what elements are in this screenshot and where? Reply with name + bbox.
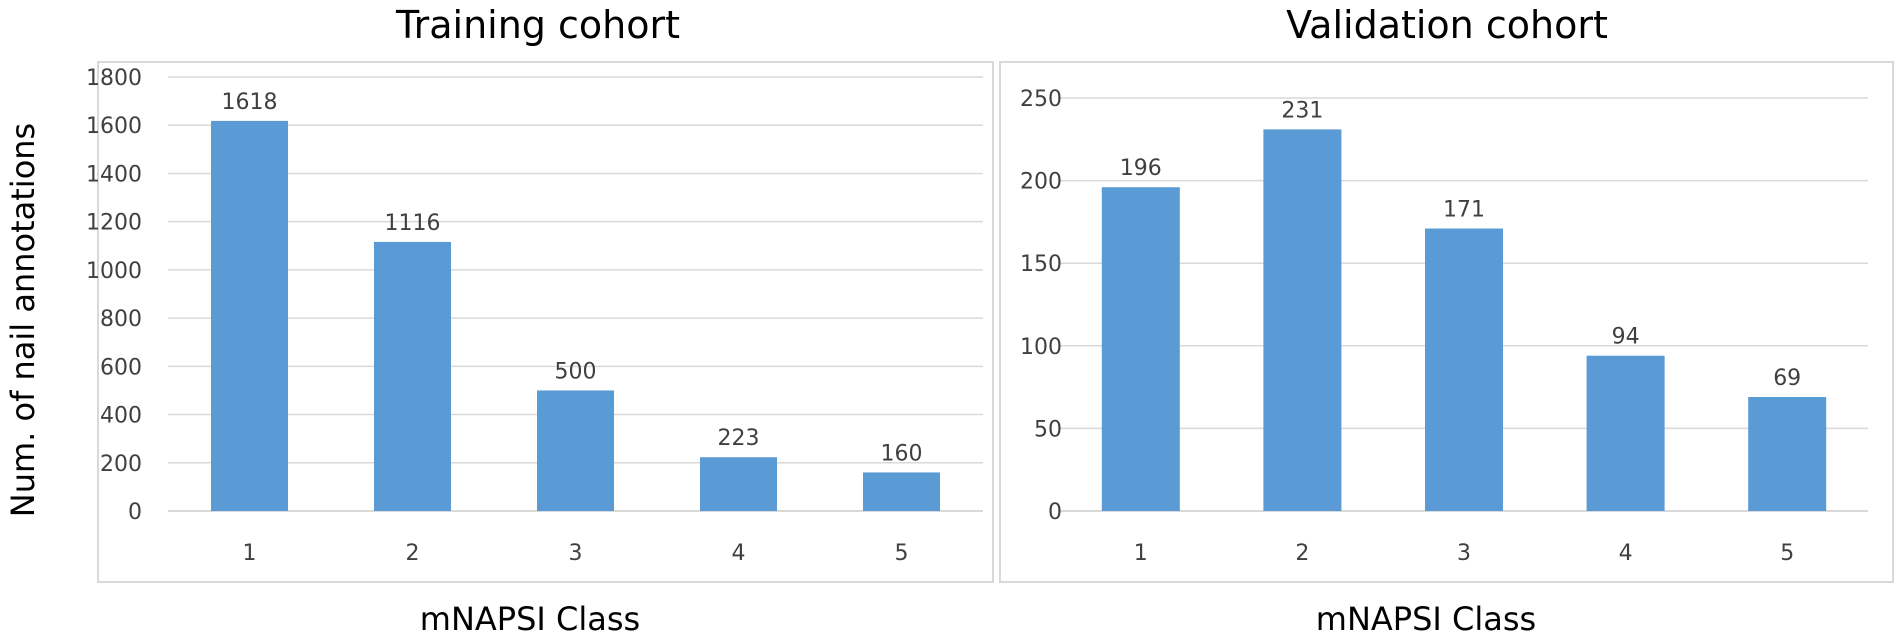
validation-y-tick-labels: 0 50 100 150 200 250 [1020, 87, 1062, 525]
training-chart-title: Training cohort [395, 3, 680, 47]
training-x-tick-label: 3 [569, 541, 583, 566]
validation-bar [1101, 187, 1180, 511]
training-y-tick-label: 1600 [86, 114, 142, 139]
validation-data-label: 231 [1281, 98, 1323, 123]
validation-data-label: 94 [1612, 325, 1640, 350]
validation-y-tick-label: 0 [1048, 500, 1062, 525]
training-data-label: 160 [881, 441, 923, 466]
validation-data-label: 196 [1120, 156, 1162, 181]
training-y-tick-label: 800 [100, 307, 142, 332]
validation-x-tick-label: 2 [1295, 541, 1309, 566]
training-x-tick-labels: 1 2 3 4 5 [243, 541, 909, 566]
training-y-tick-label: 600 [100, 355, 142, 380]
training-data-label: 223 [718, 426, 760, 451]
training-y-tick-label: 200 [100, 452, 142, 477]
validation-bar [1425, 228, 1503, 511]
validation-x-axis-title: mNAPSI Class [1316, 600, 1536, 638]
validation-y-tick-label: 100 [1020, 335, 1062, 360]
training-bar [537, 390, 614, 511]
training-data-label: 1618 [222, 90, 278, 115]
validation-data-labels: 196 231 171 94 69 [1120, 98, 1801, 391]
validation-y-tick-label: 250 [1020, 87, 1062, 112]
training-x-tick-label: 5 [895, 541, 909, 566]
training-bar [863, 472, 940, 511]
training-cohort-chart: Training cohort 020040060080010001200140… [86, 3, 994, 638]
validation-x-tick-labels: 1 2 3 4 5 [1134, 541, 1794, 566]
validation-y-tick-label: 50 [1034, 417, 1062, 442]
training-data-label: 1116 [385, 211, 441, 236]
training-x-tick-label: 2 [406, 541, 420, 566]
validation-bars [1101, 129, 1827, 511]
validation-y-tick-label: 150 [1020, 252, 1062, 277]
validation-bar [1748, 397, 1827, 511]
validation-x-tick-label: 3 [1457, 541, 1471, 566]
training-y-tick-label: 1200 [86, 211, 142, 236]
training-y-tick-label: 1000 [86, 259, 142, 284]
validation-data-label: 69 [1773, 366, 1801, 391]
validation-chart-title: Validation cohort [1286, 3, 1608, 47]
training-x-tick-label: 1 [243, 541, 257, 566]
training-bar [700, 457, 777, 511]
training-y-tick-label: 1800 [86, 66, 142, 91]
training-bar [374, 241, 451, 512]
training-bars [211, 120, 940, 512]
training-data-label: 500 [555, 359, 597, 384]
validation-bar [1263, 129, 1342, 511]
training-gridlines [168, 76, 983, 512]
validation-x-tick-label: 4 [1619, 541, 1633, 566]
validation-data-label: 171 [1443, 198, 1485, 223]
training-y-tick-label: 0 [128, 500, 142, 525]
training-x-axis-title: mNAPSI Class [420, 600, 640, 638]
training-y-tick-label: 1400 [86, 162, 142, 187]
training-x-tick-label: 4 [732, 541, 746, 566]
training-data-labels: 1618 1116 500 223 160 [222, 90, 923, 467]
training-y-tick-labels: 0 200 400 600 800 1000 1200 1400 1600 1800 [86, 66, 142, 525]
shared-y-axis-title: Num. of nail annotations [4, 123, 42, 517]
training-y-tick-label: 400 [100, 404, 142, 429]
training-bar [211, 120, 288, 511]
validation-x-tick-label: 1 [1134, 541, 1148, 566]
validation-bar [1586, 355, 1665, 511]
validation-x-tick-label: 5 [1780, 541, 1794, 566]
validation-y-tick-label: 200 [1020, 170, 1062, 195]
